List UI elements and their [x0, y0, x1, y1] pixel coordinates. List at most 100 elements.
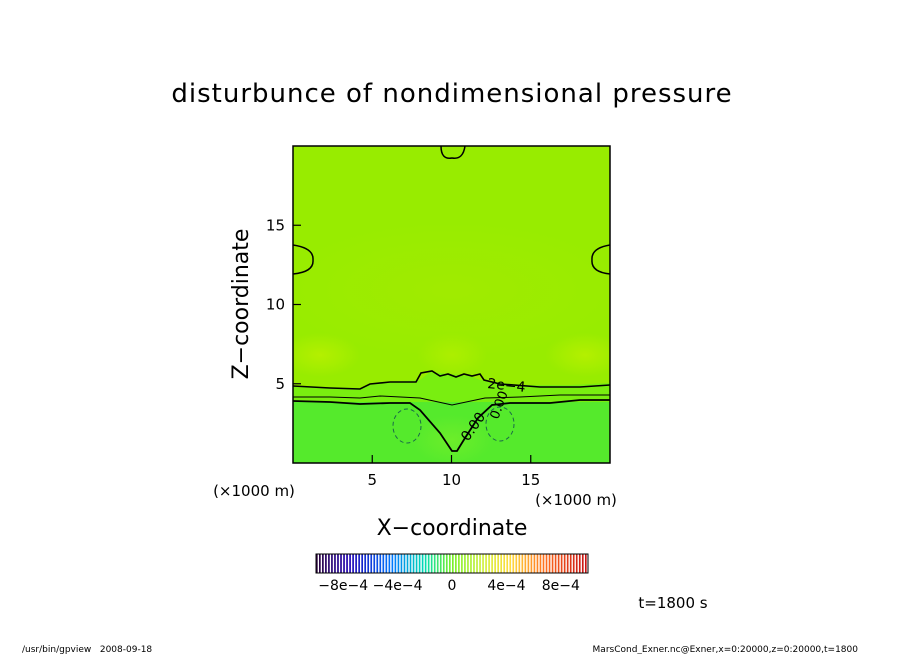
- y-tick-label: 5: [275, 375, 285, 393]
- colorbar-stripe: [430, 554, 433, 573]
- colorbar-stripe: [352, 554, 354, 573]
- colorbar-stripe: [503, 554, 506, 573]
- heatmap-left-max: [293, 333, 360, 377]
- colorbar-stripe: [572, 554, 575, 573]
- x-tick-label: 15: [521, 471, 540, 489]
- colorbar-stripe: [560, 554, 563, 573]
- colorbar-stripe: [509, 554, 512, 573]
- colorbar-stripe: [316, 554, 318, 573]
- heatmap-right-max: [545, 333, 610, 377]
- colorbar-stripe: [400, 554, 403, 573]
- colorbar-stripe: [461, 554, 463, 573]
- colorbar-stripe: [343, 554, 345, 573]
- colorbar-stripe: [518, 554, 521, 573]
- colorbar-stripe: [421, 554, 424, 573]
- colorbar-stripe: [412, 554, 415, 573]
- colorbar-stripe: [566, 554, 569, 573]
- heatmap-transition: [293, 372, 610, 402]
- x-tick-label: 5: [367, 471, 377, 489]
- colorbar-stripe: [448, 554, 451, 573]
- colorbar-stripe: [379, 554, 382, 573]
- colorbar-stripe: [494, 554, 496, 573]
- colorbar-stripe: [319, 554, 321, 573]
- colorbar-stripe: [536, 554, 539, 573]
- contour-thin: [293, 394, 610, 406]
- colorbar-stripe: [521, 554, 524, 573]
- colorbar-stripe: [563, 554, 566, 573]
- colorbar-stripe: [524, 554, 527, 573]
- y-axis-label: Z−coordinate: [229, 229, 254, 380]
- colorbar-stripe: [388, 554, 391, 573]
- x-axis-unit-left: (×1000 m): [213, 482, 295, 500]
- colorbar-stripe: [415, 554, 418, 573]
- y-tick-label: 10: [266, 296, 285, 314]
- contour-neg-right: [485, 406, 515, 442]
- colorbar-stripe: [337, 554, 339, 573]
- colorbar-stripe: [578, 554, 581, 573]
- contour-left-arc: [293, 244, 314, 275]
- colorbar-stripe: [542, 554, 545, 573]
- colorbar-stripe: [470, 554, 472, 573]
- colorbar-stripe: [349, 554, 351, 573]
- colorbar-stripe: [403, 554, 406, 573]
- colorbar-stripe: [424, 554, 427, 573]
- colorbar-stripe: [373, 554, 376, 573]
- x-axis-ticks: 5 10 15: [367, 455, 540, 489]
- colorbar-tick-label: 0: [448, 578, 457, 594]
- colorbar-stripe: [382, 554, 385, 573]
- x-tick-label: 10: [442, 471, 461, 489]
- colorbar-stripe: [370, 554, 373, 573]
- colorbar-stripe: [458, 554, 460, 573]
- colorbar-stripe: [554, 554, 557, 573]
- contour-neg-left: [392, 408, 422, 444]
- plot-area: 2e−4 0.00 0.00: [293, 146, 610, 463]
- colorbar-stripe: [506, 554, 509, 573]
- colorbar-stripe: [361, 554, 363, 573]
- colorbar-stripe: [328, 554, 330, 573]
- colorbar-stripe: [500, 554, 503, 573]
- contour-right-arc: [591, 244, 610, 275]
- x-axis-label: X−coordinate: [377, 516, 528, 541]
- colorbar-stripe: [539, 554, 542, 573]
- footer-left: /usr/bin/gpview 2008-09-18: [22, 645, 152, 654]
- colorbar-stripe: [533, 554, 536, 573]
- colorbar-stripe: [491, 554, 493, 573]
- colorbar-stripe: [497, 554, 499, 573]
- colorbar-stripe: [406, 554, 409, 573]
- colorbar-stripe: [397, 554, 400, 573]
- colorbar-stripe: [527, 554, 530, 573]
- colorbar-stripe: [433, 554, 436, 573]
- contour-label-2e-4: 2e−4: [487, 376, 527, 396]
- colorbar-frame: [315, 553, 589, 574]
- colorbar-stripe: [409, 554, 412, 573]
- x-axis-unit-right: (×1000 m): [535, 491, 617, 509]
- colorbar-stripe: [557, 554, 560, 573]
- footer-right: MarsCond_Exner.nc@Exner,x=0:20000,z=0:20…: [593, 645, 859, 654]
- colorbar-stripe: [575, 554, 578, 573]
- y-tick-label: 15: [266, 216, 285, 234]
- colorbar-stripe: [394, 554, 397, 573]
- colorbar-stripe: [445, 554, 448, 573]
- colorbar-stripe: [331, 554, 333, 573]
- colorbar-stripe: [584, 554, 587, 573]
- colorbar-stripe: [439, 554, 442, 573]
- colorbar-tick-label: 8e−4: [542, 578, 580, 594]
- colorbar-stripe: [479, 554, 481, 573]
- colorbar-stripe: [473, 554, 475, 573]
- colorbar-stripe: [551, 554, 554, 573]
- colorbar-stripe: [376, 554, 379, 573]
- colorbar-stripe: [545, 554, 548, 573]
- colorbar-stripe: [346, 554, 348, 573]
- colorbar-stripe: [340, 554, 342, 573]
- colorbar-stripe: [530, 554, 533, 573]
- colorbar-stripe: [355, 554, 357, 573]
- heatmap-upper-band: [293, 220, 610, 360]
- colorbar-stripe: [391, 554, 394, 573]
- colorbar-stripe: [548, 554, 551, 573]
- chart-title: disturbunce of nondimensional pressure: [171, 79, 732, 109]
- colorbar-stripe: [581, 554, 584, 573]
- colorbar-stripe: [418, 554, 421, 573]
- colorbar-stripe: [464, 554, 466, 573]
- colorbar-stripe: [485, 554, 487, 573]
- y-axis-ticks: 5 10 15: [266, 216, 301, 393]
